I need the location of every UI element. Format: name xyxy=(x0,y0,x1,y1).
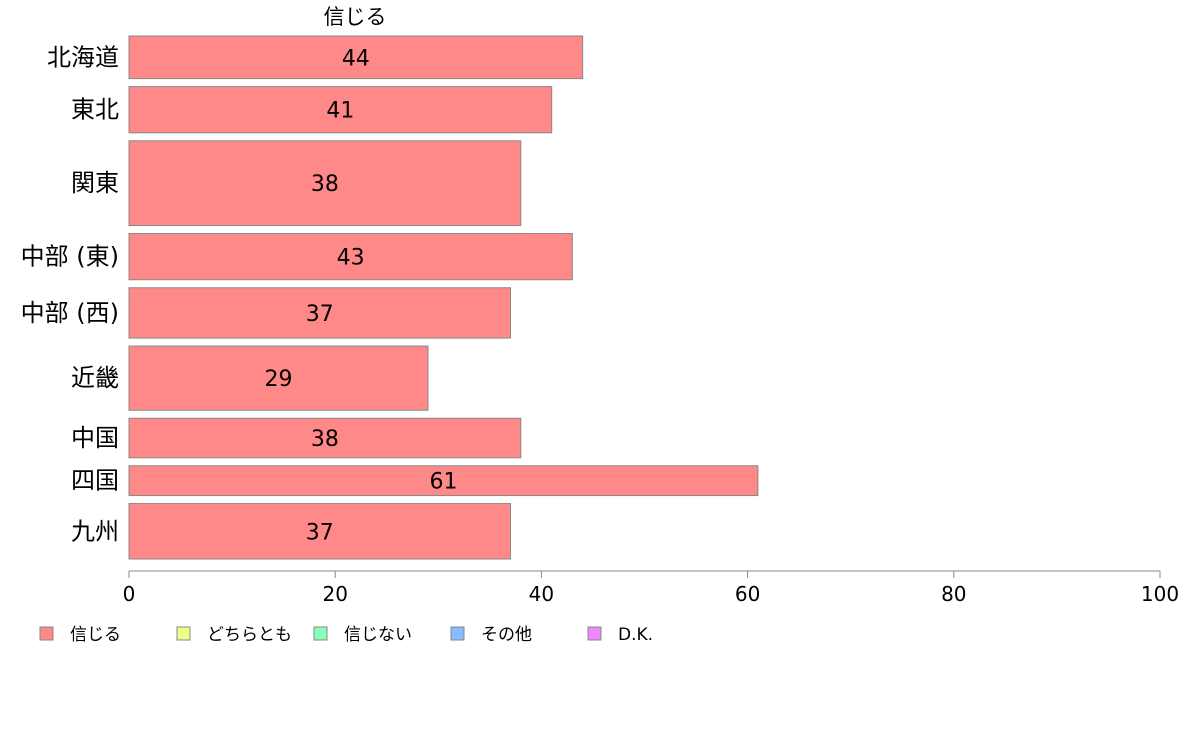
bar xyxy=(128,86,553,134)
data-label: 37 xyxy=(306,520,334,545)
x-tick-label: 100 xyxy=(1141,582,1179,606)
category-label: 東北 xyxy=(71,96,119,124)
legend-swatch xyxy=(587,626,602,641)
x-tick-label: 40 xyxy=(529,582,554,606)
bars-group: 北海道 44 東北 41 関東 38 中部 (東) 43 中部 (西) 37 近畿 29 中国 38 四国 6… xyxy=(21,35,759,560)
data-label: 29 xyxy=(264,367,292,392)
bar xyxy=(128,503,511,560)
legend-label: D.K. xyxy=(618,625,653,645)
legend-swatch xyxy=(313,626,328,641)
legend: 信じる どちらとも 信じない その他 D.K. xyxy=(39,625,653,645)
x-axis: 0 20 40 60 80 100 xyxy=(123,570,1179,606)
bar xyxy=(128,233,573,281)
data-label: 43 xyxy=(337,246,365,271)
bar xyxy=(128,417,522,459)
category-label: 中国 xyxy=(71,424,119,452)
data-label: 38 xyxy=(311,427,339,452)
chart-title: 信じる xyxy=(324,5,387,29)
category-label: 中部 (東) xyxy=(21,243,119,271)
data-label: 61 xyxy=(429,470,457,495)
bar xyxy=(128,465,759,497)
legend-label: どちらとも xyxy=(207,625,292,645)
data-label: 38 xyxy=(311,172,339,197)
category-label: 中部 (西) xyxy=(21,299,119,327)
bar xyxy=(128,345,429,411)
category-label: 関東 xyxy=(71,169,119,197)
category-label: 四国 xyxy=(71,467,119,495)
x-tick-label: 20 xyxy=(322,582,347,606)
bar xyxy=(128,140,522,227)
legend-label: 信じる xyxy=(70,625,121,645)
bar xyxy=(128,287,511,339)
legend-label: その他 xyxy=(481,625,532,645)
category-label: 北海道 xyxy=(47,43,119,71)
x-tick-label: 80 xyxy=(941,582,966,606)
x-tick-label: 60 xyxy=(735,582,760,606)
data-label: 37 xyxy=(306,302,334,327)
category-label: 九州 xyxy=(71,517,119,545)
data-label: 44 xyxy=(342,46,370,71)
bar xyxy=(128,35,584,80)
data-label: 41 xyxy=(326,99,354,124)
legend-swatch xyxy=(39,626,54,641)
legend-swatch xyxy=(450,626,465,641)
x-tick-label: 0 xyxy=(123,582,136,606)
legend-label: 信じない xyxy=(344,625,412,645)
category-label: 近畿 xyxy=(71,364,119,392)
legend-swatch xyxy=(176,626,191,641)
